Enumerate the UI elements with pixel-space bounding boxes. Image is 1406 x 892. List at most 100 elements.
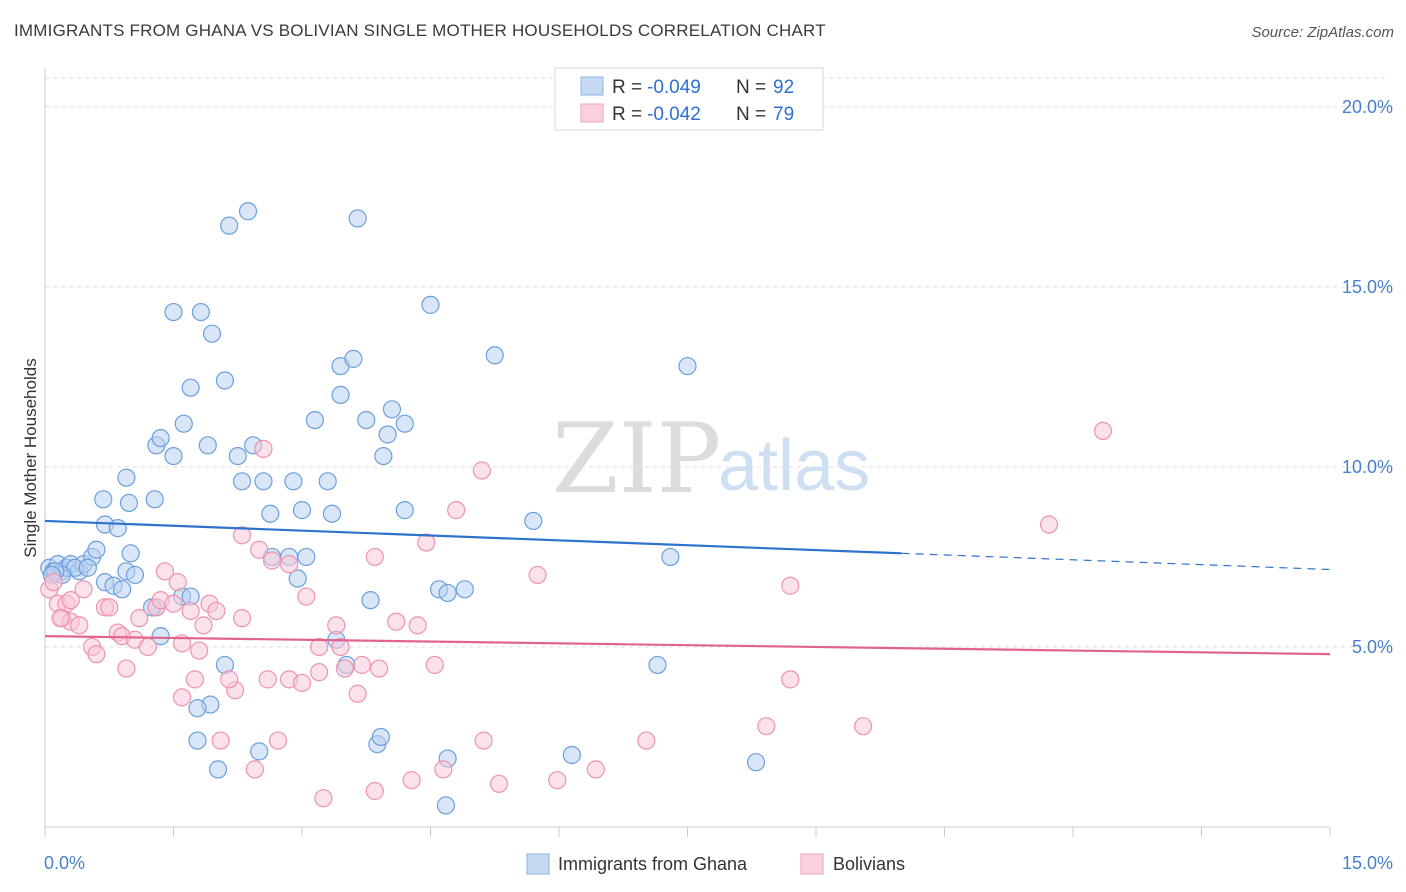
bottom-legend-label-bolivians: Bolivians (833, 854, 905, 874)
bolivians-point-54 (781, 670, 800, 689)
bolivians-point-37 (327, 616, 346, 635)
ghana-point-45 (395, 414, 414, 433)
bolivians-point-55 (757, 717, 776, 736)
ghana-point-55 (661, 547, 680, 567)
bolivians-point-6 (70, 616, 89, 635)
ghana-point-71 (250, 742, 269, 761)
ghana-trend-line-extension (901, 552, 1331, 571)
y-tick-labels: 5.0% 10.0% 15.0% 20.0% (1342, 97, 1393, 657)
ghana-point-59 (438, 583, 457, 603)
legend-n-label-ghana: N = (736, 77, 766, 98)
ghana-point-54 (678, 356, 697, 376)
ghana-point-61 (361, 591, 380, 610)
bolivians-point-75 (172, 688, 192, 707)
ghana-point-76 (562, 745, 581, 765)
ghana-point-73 (371, 727, 390, 747)
bolivians-point-68 (586, 760, 605, 779)
ghana-point-23 (151, 428, 170, 448)
gridlines (45, 77, 1390, 648)
legend-r-value-bolivians: -0.042 (647, 104, 701, 125)
y-tick-label-3: 20.0% (1342, 97, 1393, 117)
bolivians-point-64 (402, 771, 421, 790)
ghana-point-52 (191, 302, 211, 322)
bolivians-point-67 (548, 771, 567, 790)
bolivians-point-28 (207, 601, 226, 621)
bolivians-point-32 (262, 551, 282, 570)
ghana-point-62 (288, 569, 307, 588)
bolivians-point-49 (472, 461, 491, 480)
bolivians-point-22 (168, 573, 187, 592)
bolivians-point-17 (138, 637, 157, 657)
bolivians-point-34 (297, 587, 316, 606)
legend-n-value-bolivians: 79 (773, 104, 794, 125)
bottom-legend: Immigrants from Ghana Bolivians (526, 853, 905, 875)
ghana-point-29 (232, 472, 252, 491)
ghana-point-14 (121, 544, 140, 563)
bottom-legend-swatch-ghana (526, 853, 550, 875)
bolivians-point-40 (352, 655, 372, 675)
ghana-point-30 (254, 472, 273, 491)
legend-swatch-bolivians (580, 103, 604, 123)
ghana-point-50 (220, 216, 239, 235)
ghana-point-60 (455, 580, 474, 599)
legend-swatch-ghana (580, 76, 604, 96)
legend-n-value-ghana: 92 (773, 77, 794, 98)
bolivians-point-66 (489, 774, 509, 793)
ghana-point-47 (421, 295, 440, 314)
ghana-point-57 (395, 501, 414, 520)
y-tick-label-0: 5.0% (1352, 637, 1393, 657)
ghana-point-31 (261, 504, 280, 523)
bolivians-point-9 (87, 645, 106, 664)
ghana-point-16 (108, 519, 127, 538)
bolivians-point-50 (528, 565, 547, 585)
bolivians-point-33 (280, 555, 299, 574)
bolivians-point-42 (365, 547, 384, 567)
bottom-legend-swatch-bolivians (800, 853, 824, 875)
legend-r-value-ghana: -0.049 (647, 77, 701, 98)
bolivians-point-31 (250, 540, 269, 559)
ghana-point-69 (188, 731, 207, 750)
x-tick-labels: 0.0% 15.0% (44, 853, 1393, 873)
bolivians-point-52 (1039, 515, 1059, 534)
ghana-point-81 (151, 627, 170, 646)
ghana-point-19 (117, 468, 136, 487)
ghana-point-18 (119, 493, 139, 513)
bolivians-point-11 (100, 598, 119, 617)
ghana-point-27 (215, 371, 234, 390)
legend: R = -0.049 N = 92 R = -0.042 N = 79 (554, 67, 824, 131)
ghana-point-38 (331, 385, 350, 404)
bolivians-point-36 (310, 663, 329, 682)
watermark-atlas: atlas (718, 426, 870, 506)
ghana-point-26 (228, 447, 247, 466)
ghana-point-37 (305, 410, 324, 430)
ghana-point-68 (188, 699, 207, 718)
ghana-point-10 (87, 540, 106, 559)
bolivians-point-7 (74, 580, 93, 599)
bolivians-point-61 (245, 760, 264, 779)
bolivians-point-51 (781, 576, 800, 595)
x-tick-label-1: 15.0% (1342, 853, 1393, 873)
axes (44, 68, 1331, 837)
ghana-point-24 (174, 414, 193, 433)
watermark: ZIP atlas (552, 403, 870, 515)
source-label: Source: ZipAtlas.com (1251, 24, 1394, 41)
legend-r-label-ghana: R = (612, 77, 642, 98)
ghana-point-48 (348, 209, 367, 228)
ghana-point-20 (145, 490, 164, 509)
bolivians-point-74 (254, 439, 273, 458)
ghana-point-28 (181, 378, 200, 397)
ghana-point-51 (164, 302, 183, 322)
bolivians-point-76 (185, 670, 205, 689)
bolivians-point-44 (387, 612, 406, 631)
bolivians-trend-line (44, 635, 1331, 656)
watermark-zip: ZIP (552, 403, 721, 515)
y-axis-label: Single Mother Households (21, 358, 40, 557)
ghana-point-77 (746, 753, 766, 772)
bolivians-point-30 (232, 526, 252, 545)
bolivians-point-16 (130, 609, 149, 628)
ghana-point-17 (94, 490, 113, 509)
trend-lines (44, 519, 1331, 656)
bolivians-point-47 (425, 655, 444, 675)
bolivians-point-73 (292, 673, 312, 693)
ghana-point-65 (297, 547, 316, 567)
